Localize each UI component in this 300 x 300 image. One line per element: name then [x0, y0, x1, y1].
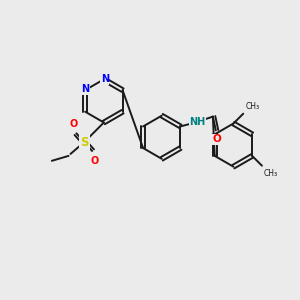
Text: O: O [212, 134, 221, 144]
Text: O: O [91, 156, 99, 166]
Text: S: S [80, 136, 88, 148]
Text: CH₃: CH₃ [264, 169, 278, 178]
Text: N: N [81, 84, 89, 94]
Text: CH₃: CH₃ [245, 102, 259, 111]
Text: O: O [69, 119, 78, 129]
Text: N: N [101, 74, 109, 84]
Text: NH: NH [189, 116, 205, 127]
